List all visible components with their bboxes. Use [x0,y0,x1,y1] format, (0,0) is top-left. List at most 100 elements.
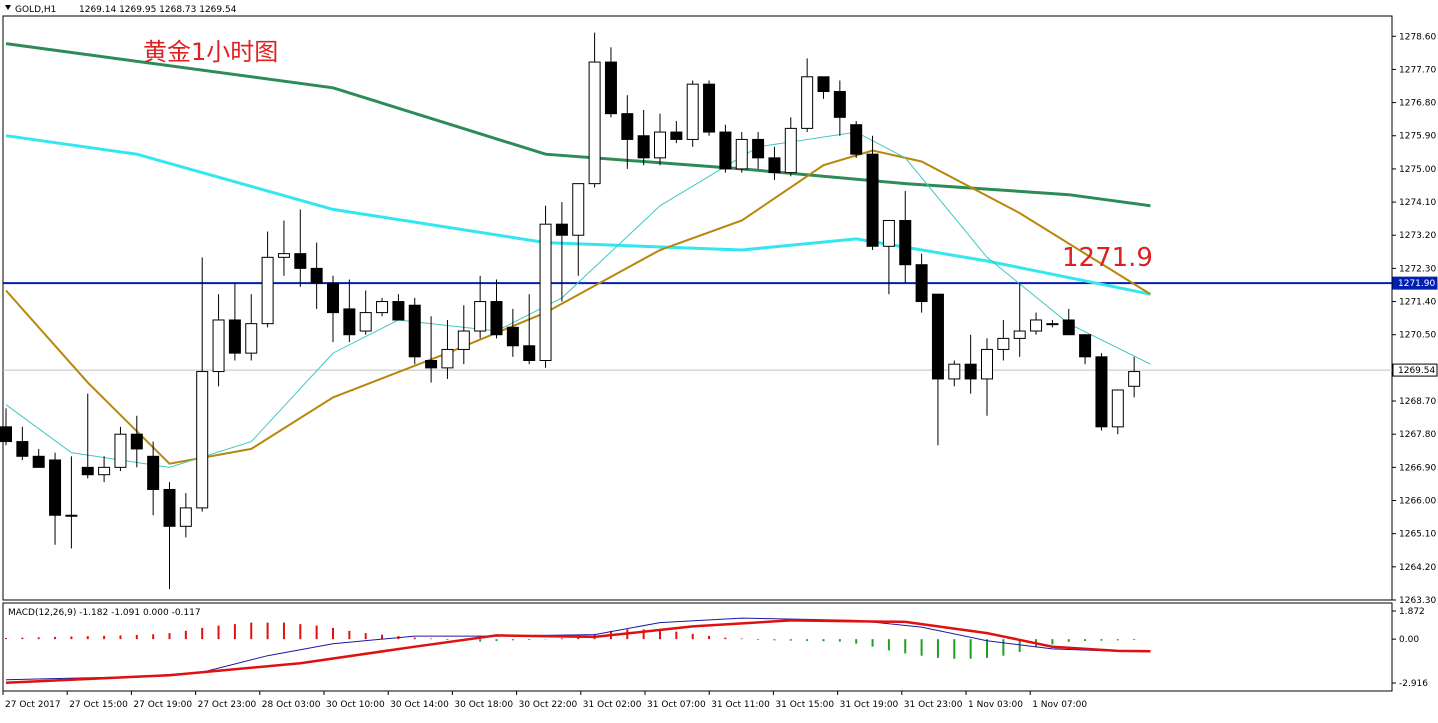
candle-body [474,301,487,332]
candle [735,132,748,173]
level-annotation: 1271.9 [1062,243,1153,273]
candle [964,334,977,394]
candle-body [65,514,78,517]
candle-body [49,459,62,516]
macd-y-tick-label: 0.00 [1399,635,1419,645]
candle-body [16,441,29,457]
y-tick-label: 1278.60 [1399,32,1436,42]
candle-body [931,293,944,380]
candle-body [163,488,176,527]
candle [114,426,127,472]
candle-body [1079,334,1092,358]
candle-body [196,371,209,509]
candle-body [506,326,519,347]
macd-line [5,617,1151,681]
y-tick-label: 1272.30 [1399,264,1436,274]
y-tick-label: 1274.10 [1399,198,1436,208]
macd-y-tick-label: -2.916 [1399,679,1428,689]
candle [245,294,258,361]
candle-body [359,312,372,332]
candle-body [752,138,765,159]
candle [49,452,62,545]
candle-body [572,183,585,236]
candle-body [899,219,912,266]
x-tick-label: 31 Oct 15:00 [775,700,834,710]
candle-body [866,153,879,247]
candle-body [408,304,421,358]
candle-body [850,124,863,155]
y-tick-label: 1275.90 [1399,132,1436,142]
candle [1128,356,1141,398]
candle-body [1128,371,1141,387]
candle-body [686,83,699,140]
candle [752,132,765,169]
candle [997,319,1010,361]
candle [261,231,274,328]
candle-body [539,223,552,362]
symbol-label: GOLD,H1 [15,5,56,15]
candle [457,305,470,365]
candle [572,183,585,276]
candle-body [147,455,160,490]
x-tick-label: 27 Oct 19:00 [133,700,192,710]
candle [408,297,421,365]
x-tick-label: 1 Nov 03:00 [968,700,1023,710]
y-tick-label: 1276.80 [1399,99,1436,109]
macd-panel-border [2,602,1393,692]
candle [147,441,160,516]
x-tick-label: 1 Nov 07:00 [1032,700,1087,710]
candle [915,253,928,313]
macd-plot [5,617,1151,685]
candle [1030,312,1043,335]
dropdown-icon[interactable] [5,5,11,10]
moving-average-2 [5,134,1151,296]
candle [130,415,143,468]
candle-body [245,323,258,354]
candle [539,205,552,368]
candle-body [997,337,1010,350]
candle-body [703,83,716,133]
current-price-badge [1392,363,1438,377]
x-tick-label: 30 Oct 10:00 [326,700,385,710]
x-tick-label: 27 Oct 23:00 [198,700,257,710]
candle [1046,319,1059,328]
candle [833,80,846,136]
candle-body [277,253,290,258]
candle [81,393,94,479]
candle [392,294,405,321]
candle [32,448,45,468]
candle [948,360,961,387]
candle-body [343,308,356,336]
y-tick-label: 1270.50 [1399,331,1436,341]
y-tick-label: 1264.20 [1399,563,1436,573]
candle [441,319,454,379]
candle [196,257,209,512]
price-plot [0,32,1392,589]
candle-body [114,433,127,468]
candle-body [948,363,961,380]
candle-body [555,223,568,236]
candle [359,290,372,335]
candle [882,219,895,295]
candle-body [604,61,617,115]
candle [931,293,944,446]
candle [588,32,601,188]
candle-body [441,348,454,369]
candle-body [261,256,274,325]
candle [425,316,438,383]
candle [981,338,993,416]
candle [1013,283,1026,357]
candle [343,279,356,343]
candle-body [490,301,503,336]
candle [670,121,683,144]
candle-body [310,267,323,284]
y-tick-label: 1273.20 [1399,231,1436,241]
candle-body [130,433,143,450]
candle [16,426,29,460]
candle [768,146,781,180]
candle-body [523,345,536,362]
signal-line [5,619,1151,685]
x-tick-label: 27 Oct 2017 [5,700,61,710]
